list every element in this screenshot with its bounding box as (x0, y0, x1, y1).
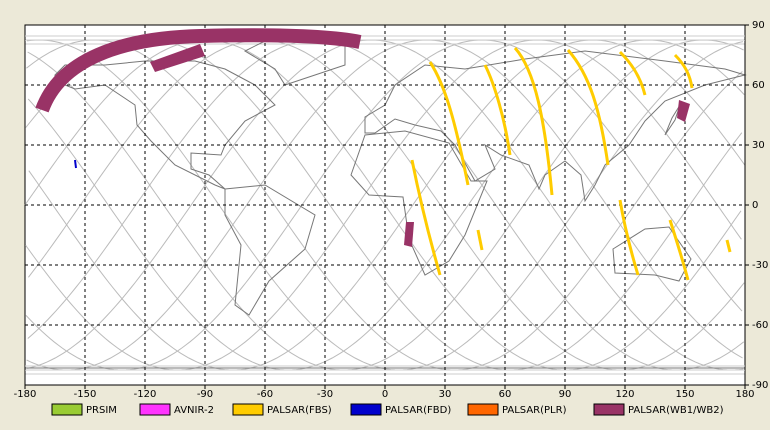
south-america (224, 184, 316, 316)
orbit-track (27, 39, 744, 371)
legend-swatch (593, 403, 625, 416)
orbit-track (28, 39, 746, 371)
orbit-track (27, 39, 745, 371)
legend-label: PALSAR(PLR) (502, 405, 567, 416)
orbit-track (25, 39, 743, 371)
legend-label: PALSAR(FBS) (267, 405, 332, 416)
fbs-swath (513, 46, 554, 196)
fbs-swath (618, 50, 647, 96)
x-tick-label: 180 (735, 389, 754, 400)
wide-swath (35, 28, 362, 113)
fbs-swath (410, 159, 442, 276)
y-tick-label: 60 (752, 80, 765, 91)
fbs-swath (618, 199, 640, 276)
x-tick-label: -120 (134, 389, 157, 400)
y-tick-label: 30 (752, 140, 765, 151)
legend-label: PALSAR(WB1/WB2) (628, 405, 724, 416)
legend-swatch (139, 403, 171, 416)
legend-label: PALSAR(FBD) (385, 405, 451, 416)
x-tick-label: 90 (559, 389, 572, 400)
wide-swath (404, 222, 414, 247)
observations (35, 28, 732, 281)
legend-label: AVNIR-2 (174, 405, 214, 416)
x-tick-label: 0 (382, 389, 388, 400)
legend-swatch (232, 403, 264, 416)
legend-swatch (51, 403, 83, 416)
y-tick-label: -90 (752, 380, 768, 391)
orbit-track (24, 39, 742, 371)
x-tick-label: 150 (675, 389, 694, 400)
fbs-swath (673, 53, 694, 89)
x-tick-label: 120 (615, 389, 634, 400)
legend: PRSIM AVNIR-2 PALSAR(FBS) PALSAR(FBD) PALSAR… (51, 403, 724, 416)
legend-swatch (467, 403, 499, 416)
africa (350, 130, 488, 276)
x-tick-label: -180 (14, 389, 37, 400)
orbit-track (27, 39, 745, 371)
fbs-swaths (410, 46, 732, 281)
x-tick-label: -90 (197, 389, 213, 400)
x-tick-label: -60 (257, 389, 273, 400)
fbd-swath (74, 159, 77, 169)
y-tick-label: -30 (752, 260, 768, 271)
y-tick-label: 0 (752, 200, 758, 211)
fbs-swath (476, 229, 484, 251)
fbs-swath (668, 219, 690, 281)
legend-swatch (350, 403, 382, 416)
x-tick-label: -150 (74, 389, 97, 400)
orbit-track (24, 39, 742, 371)
fbs-swath (483, 64, 512, 156)
y-tick-label: 90 (752, 20, 765, 31)
x-tick-label: 60 (499, 389, 512, 400)
ticks: -180 -150 -120 -90 -60 -30 0 30 60 90 120 150 180 90 6… (14, 20, 769, 400)
fbs-swath (725, 239, 732, 253)
wide-swath (150, 44, 205, 72)
orbit-track (26, 39, 744, 371)
wide-swath (677, 100, 690, 122)
y-tick-label: -60 (752, 320, 768, 331)
fbs-swath (428, 61, 470, 186)
fbs-swath (566, 49, 610, 166)
x-tick-label: 30 (439, 389, 452, 400)
legend-label: PRSIM (86, 405, 117, 416)
x-tick-label: -30 (317, 389, 333, 400)
